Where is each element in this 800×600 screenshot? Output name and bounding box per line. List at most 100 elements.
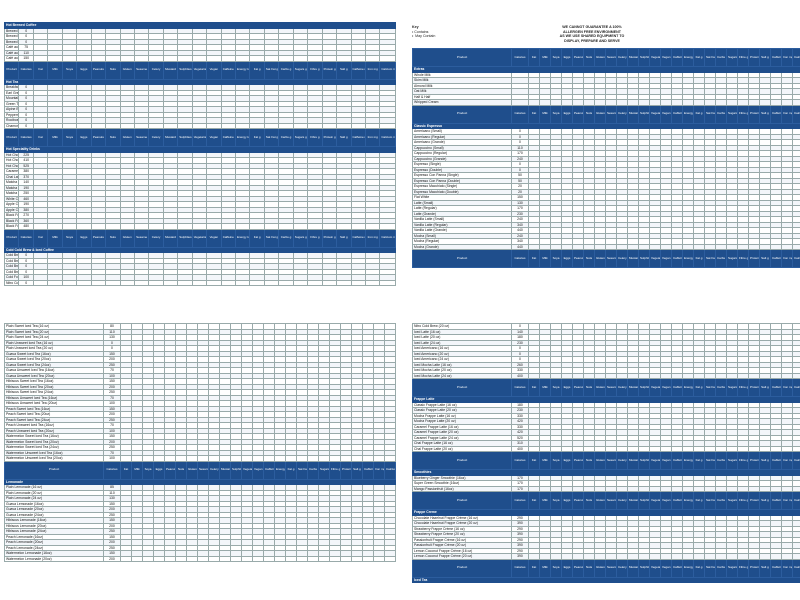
- nutrition-column-header: Energy kcal: [682, 104, 694, 124]
- nutrition-column-header: Eggs: [153, 460, 165, 480]
- nutrition-column-header: Vegan: [660, 558, 672, 578]
- nutrition-column-header: Sat Fat g: [704, 104, 716, 124]
- product-column-header: Product: [412, 451, 512, 470]
- calories-column-header: Calories: [103, 460, 121, 480]
- nutrition-column-header: Sugars g: [726, 491, 738, 510]
- nutrition-column-header: Calcium mg: [379, 60, 396, 80]
- nutrition-column-header: Nuts: [583, 491, 595, 510]
- column-header-row: ProductCaloriesFatMilkSoyaEggsPeanutsNut…: [412, 104, 800, 124]
- table-row: Caramel Frappe Latte (24 oz) 520: [412, 434, 800, 441]
- product-name: Hot Chocolate (Regular): [3, 157, 20, 164]
- column-header-row: ProductCaloriesFatMilkSoyaEggsPeanutsNut…: [412, 378, 800, 397]
- nutrition-column-header: Energy kcal: [274, 460, 286, 480]
- calories-column-header: Calories: [511, 491, 529, 510]
- table-cell: [364, 100, 381, 107]
- table-cell: [379, 106, 396, 113]
- nutrition-column-header: Vegetarian: [649, 558, 661, 578]
- nutrition-column-header: Sesame: [197, 460, 209, 480]
- table-row: Hibiscus Unsweet Iced Tea (20oz) 100: [4, 400, 396, 407]
- table-row: Cold Brew (32 oz)0: [3, 268, 396, 275]
- nutrition-column-header: Milk: [539, 249, 551, 268]
- nutrition-column-header: Celery: [616, 558, 628, 578]
- nutrition-column-header: Mustard: [627, 558, 639, 578]
- nutrition-column-header: Salt g: [759, 491, 771, 510]
- table-cell: [384, 345, 396, 352]
- nutrition-column-header: Nuts: [105, 60, 121, 80]
- product-column-header: Product: [412, 558, 512, 578]
- nutrition-column-header: Fat: [528, 558, 540, 578]
- nutrition-column-header: Sat Fat g: [263, 60, 280, 80]
- table-row: Almond Milk: [412, 82, 800, 89]
- nutrition-column-header: Salt g: [336, 228, 352, 248]
- product-name: Mountain High Chai: [3, 95, 20, 102]
- table-row: Hibiscus Sweet Iced Tea (20oz) 200: [4, 383, 396, 390]
- nutrition-column-header: Eggs: [76, 60, 92, 80]
- nutrition-column-header: Iron mg: [781, 451, 793, 470]
- nutrition-column-header: Nuts: [583, 378, 595, 397]
- nutrition-column-header: Peanuts: [572, 491, 584, 510]
- nutrition-column-header: Nuts: [583, 249, 595, 268]
- nutrition-column-header: Calcium mg: [379, 128, 396, 147]
- nutrition-column-header: Fat g: [249, 128, 265, 147]
- table-cell: [792, 77, 800, 84]
- nutrition-column-header: Sulphites: [177, 228, 193, 248]
- nutrition-column-header: Salt g: [759, 451, 771, 470]
- nutrition-column-header: Vegetarian: [649, 451, 661, 470]
- table-row: Watermelon Unsweet Iced Tea (16oz) 70: [4, 449, 396, 456]
- table-row: Peach Sweet Iced Tea (16oz) 150: [4, 405, 396, 412]
- table-cell: [792, 474, 800, 481]
- table-cell: [296, 555, 308, 562]
- table-cell: [384, 484, 396, 491]
- table-row: Nitro Cold Brew (16 oz)0: [3, 279, 396, 286]
- nutrition-column-header: Fat: [528, 451, 540, 470]
- table-cell: [191, 279, 208, 286]
- notice-line-4: DISPLAY, PREPARE AND SERVE: [564, 38, 620, 43]
- product-column-header: Product: [3, 228, 20, 248]
- table-row: Guava Unsweet Iced Tea (20oz) 100: [4, 372, 396, 379]
- nutrition-column-header: Caffeine: [220, 60, 237, 80]
- table-cell: [32, 279, 49, 286]
- table-cell: [384, 356, 396, 363]
- legend-key-title: Key: [412, 25, 419, 29]
- table-row: Apple Cider (Regular)190: [3, 201, 396, 208]
- table-cell: [384, 383, 396, 390]
- calories-column-header: Calories: [511, 104, 529, 124]
- nutrition-column-header: Sugars g: [292, 60, 309, 80]
- table-cell: [186, 555, 198, 562]
- table-row: Whipped Cream: [412, 99, 800, 106]
- nutrition-column-header: Mustard: [162, 128, 179, 147]
- table-cell: [384, 449, 396, 456]
- nutrition-column-header: Caffeine mg: [350, 128, 366, 147]
- nutrition-column-header: Fibre g: [329, 460, 341, 480]
- nutrition-column-header: Caffeine mg: [770, 48, 782, 67]
- nutrition-column-header: Fat: [528, 104, 540, 124]
- table-row: Iced Latte (20 oz) 180: [412, 334, 800, 341]
- nutrition-column-header: Fibre g: [737, 558, 749, 578]
- table-row: Skim Milk: [412, 77, 800, 84]
- nutrition-column-header: Energy kcal: [234, 60, 251, 80]
- product-name: Black Forest Latte (Small): [3, 212, 20, 219]
- product-name: Café au Lait (Regular): [3, 49, 20, 56]
- nutrition-column-header: Eggs: [76, 228, 92, 248]
- section-title: Hot Tea: [4, 78, 396, 85]
- nutrition-column-header: Gluten: [594, 249, 606, 268]
- table-cell: [792, 429, 800, 436]
- table-cell: [175, 555, 187, 562]
- nutrition-column-header: Celery: [616, 48, 628, 67]
- table-row: Iced Americano (24 oz) 0: [412, 356, 800, 363]
- nutrition-column-header: Fat: [120, 460, 132, 480]
- nutrition-column-header: Nuts: [175, 460, 187, 480]
- nutrition-column-header: Vegetarian: [649, 378, 661, 397]
- nutrition-column-header: Iron mg: [781, 378, 793, 397]
- table-row: Blueberry Ginger Smoothie (16oz) 170: [412, 474, 800, 481]
- nutrition-column-header: Fat: [32, 60, 49, 80]
- product-column-header: Product: [412, 378, 512, 397]
- table-row: Mountain High Chai0: [3, 95, 396, 102]
- product-column-header: Product: [412, 104, 512, 124]
- nutrition-column-header: Caffeine mg: [770, 491, 782, 510]
- table-cell: [263, 555, 275, 562]
- table-row: Hibiscus Lemonade (20oz) 200: [4, 522, 396, 529]
- nutrition-column-header: Sat Fat g: [263, 128, 280, 147]
